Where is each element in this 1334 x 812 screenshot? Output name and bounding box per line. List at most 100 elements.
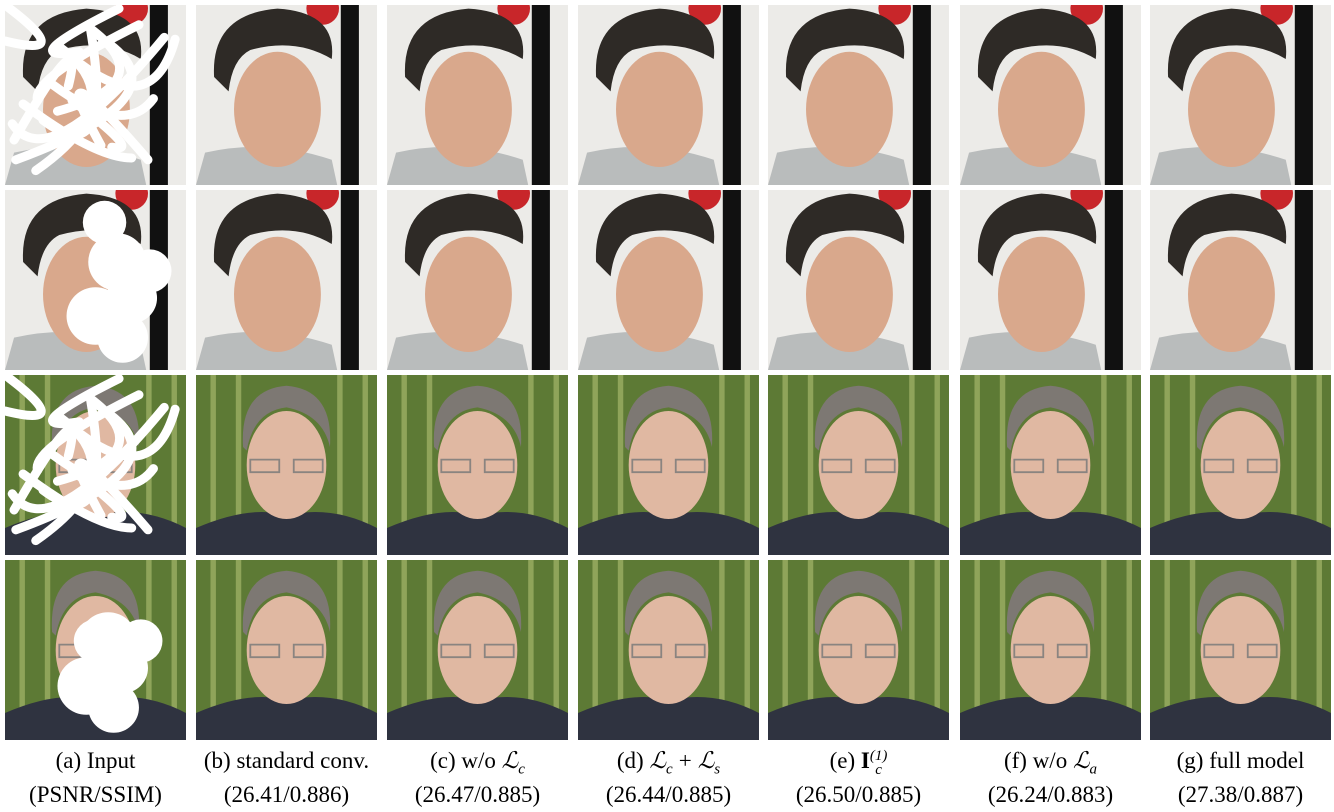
leaf (719, 560, 725, 740)
hair (1006, 570, 1095, 636)
leaf (171, 375, 177, 555)
photo (768, 5, 949, 185)
mask-stroke (31, 413, 97, 546)
photo (578, 190, 759, 370)
cap-text: (a) Input (55, 748, 136, 773)
face (234, 51, 321, 167)
photo (960, 560, 1141, 740)
black-stripe (340, 5, 359, 185)
leaf (1164, 560, 1170, 740)
suit (196, 511, 377, 555)
black-stripe (722, 5, 741, 185)
photo (960, 375, 1141, 555)
hair (595, 193, 715, 277)
mask-stroke (11, 40, 137, 165)
hair (51, 570, 140, 636)
hair (624, 385, 713, 451)
glasses (249, 458, 324, 474)
leaf (1101, 560, 1107, 740)
photo (1150, 560, 1331, 740)
hair (1006, 385, 1095, 451)
leaf (1316, 560, 1322, 740)
leaf (401, 375, 407, 555)
photo (960, 5, 1141, 185)
hair (242, 570, 331, 636)
face (818, 596, 899, 704)
mask-stroke (5, 375, 46, 420)
black-stripe (722, 190, 741, 370)
mask-stroke (76, 34, 180, 91)
leaf (426, 375, 433, 555)
leaf (210, 375, 216, 555)
hair (1196, 570, 1285, 636)
face (616, 51, 703, 167)
face (246, 411, 327, 519)
photo (387, 375, 568, 555)
scripts: (1) c (870, 748, 888, 777)
caption: (c) w/o ℒc (383, 748, 573, 779)
mask-stroke (76, 404, 180, 461)
leaf (1189, 375, 1196, 555)
caption: (e) I (1) c (764, 748, 954, 777)
mask-stroke (52, 23, 125, 116)
black-stripe (912, 5, 931, 185)
glasses (1013, 458, 1088, 474)
photo (578, 560, 759, 740)
sub: c (666, 761, 673, 778)
hair (1196, 385, 1285, 451)
mask-stroke (11, 410, 137, 535)
sym: ℒ (1072, 748, 1090, 773)
leaf (553, 560, 559, 740)
leaf (44, 560, 51, 740)
leaf (782, 375, 788, 555)
sub: a (1089, 761, 1098, 778)
leaf (719, 375, 725, 555)
leaf (999, 375, 1006, 555)
leaf (1101, 375, 1107, 555)
face (628, 596, 709, 704)
face (806, 51, 893, 167)
leaf (782, 560, 788, 740)
leaf (934, 375, 940, 555)
suit (960, 511, 1141, 555)
cap-text: (f) w/o (1003, 748, 1068, 773)
leaf (19, 560, 25, 740)
mask-stroke (52, 393, 125, 486)
mask-blob (128, 249, 172, 293)
photo (5, 375, 186, 555)
leaf (171, 560, 177, 740)
cap-text: (g) full model (1176, 748, 1305, 773)
glasses (440, 458, 515, 474)
sub: s (714, 761, 721, 778)
face (425, 51, 512, 167)
photo (387, 190, 568, 370)
leaf (235, 375, 242, 555)
mask-stroke (7, 32, 169, 144)
photo (960, 190, 1141, 370)
leaf (1291, 560, 1297, 740)
leaf (44, 375, 51, 555)
photo (1150, 5, 1331, 185)
leaf (210, 560, 216, 740)
leaf (19, 375, 25, 555)
photo (578, 5, 759, 185)
caption: (b) standard conv. (192, 748, 382, 774)
metrics: (26.24/0.883) (987, 782, 1114, 807)
sym bold: I (860, 748, 870, 773)
suit (1150, 696, 1331, 740)
cap-text: (d) (616, 748, 644, 773)
hair (595, 8, 715, 92)
photo (768, 190, 949, 370)
suit (960, 696, 1141, 740)
suit (768, 696, 949, 740)
black-stripe (1104, 5, 1123, 185)
hair (404, 8, 524, 92)
mask-stroke (5, 5, 46, 50)
mask-blob (97, 312, 148, 363)
hair (977, 193, 1097, 277)
leaf (528, 560, 534, 740)
hair (404, 193, 524, 277)
mask-stroke (18, 469, 137, 533)
caption: (a) Input (1, 748, 191, 774)
face (1010, 411, 1091, 519)
